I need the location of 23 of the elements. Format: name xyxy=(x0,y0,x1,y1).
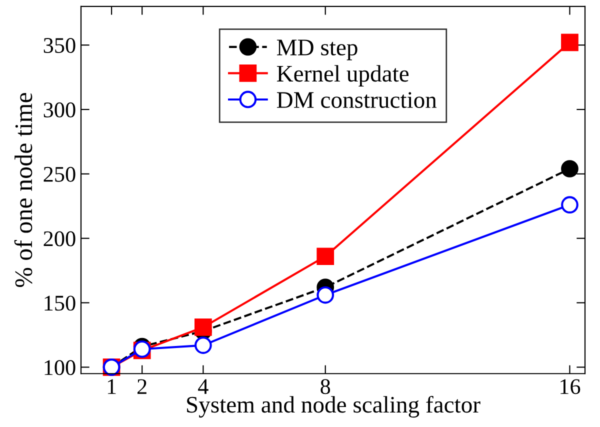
point xyxy=(561,196,578,214)
legend-label: Kernel update xyxy=(276,65,409,87)
x-tick-label: 4 xyxy=(198,379,208,394)
x-tick-label: 16 xyxy=(560,379,580,394)
point xyxy=(561,34,578,52)
y-tick-label: 100 xyxy=(44,360,76,376)
y-tick-label: 250 xyxy=(44,166,76,182)
y-tick-label: 300 xyxy=(44,102,76,118)
x-axis-title: System and node scaling factor xyxy=(187,396,480,418)
x-tick-label: 8 xyxy=(320,379,330,394)
legend-label: DM construction xyxy=(276,92,437,108)
point xyxy=(561,160,578,178)
point xyxy=(194,336,212,354)
y-tick-label: 200 xyxy=(44,231,76,246)
y-axis-title: % of one node time xyxy=(14,92,32,288)
point xyxy=(316,248,334,266)
y-tick-label: 350 xyxy=(44,38,76,53)
point xyxy=(194,318,212,336)
point xyxy=(316,286,334,304)
legend-label: MD step xyxy=(276,40,358,60)
y-tick-label: 150 xyxy=(44,296,76,311)
x-tick-label: 2 xyxy=(138,379,146,394)
x-tick-label: 1 xyxy=(108,379,116,394)
